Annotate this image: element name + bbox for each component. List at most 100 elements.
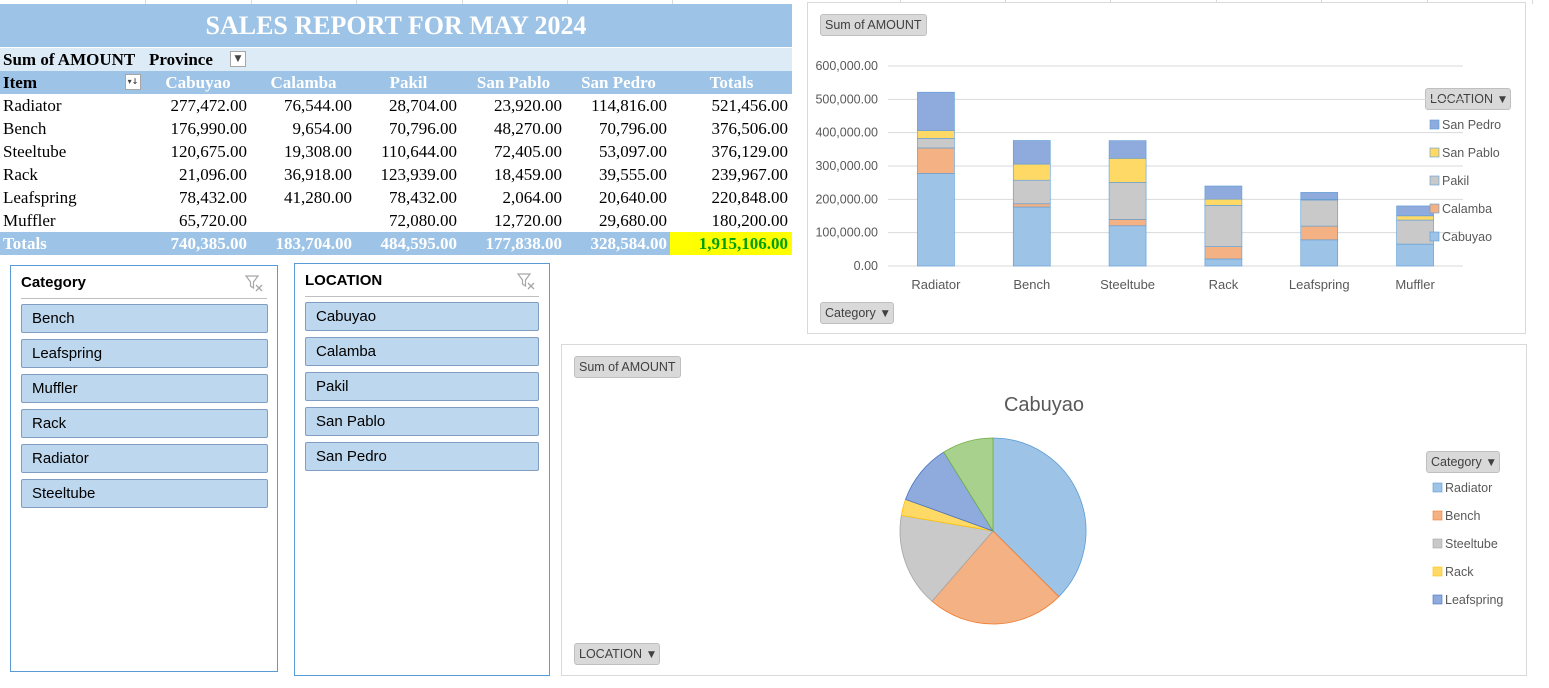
pivot-header-row: Sum of AMOUNT Province ▼ [0,48,792,71]
legend-label: Bench [1445,509,1480,523]
value-cell[interactable] [251,209,352,232]
slicer-item[interactable]: Steeltube [21,479,268,508]
stacked-bar-chart[interactable]: Sum of AMOUNT Category ▼ LOCATION ▼ 0.00 10… [807,2,1526,334]
value-cell[interactable]: 20,640.00 [599,188,667,207]
slicer-item[interactable]: Bench [21,304,268,333]
values-field-label[interactable]: Sum of AMOUNT [3,50,136,69]
dropdown-arrow-icon: ▼ [1487,458,1495,468]
column-header: San Pablo [476,73,551,92]
legend-swatch [1429,175,1440,186]
value-cell[interactable]: 123,939.00 [380,165,458,184]
value-cell[interactable]: 29,680.00 [599,211,667,230]
pivot-totals-row: Totals 740,385.00 183,704.00 484,595.00 … [0,232,792,255]
value-cell[interactable]: 18,459.00 [494,165,562,184]
value-cell[interactable]: 53,097.00 [599,142,667,161]
value-cell[interactable]: 376,129.00 [711,142,789,161]
value-cell[interactable]: 72,080.00 [389,211,457,230]
value-cell[interactable]: 39,555.00 [599,165,667,184]
row-label[interactable]: Leafspring [3,188,77,207]
value-cell[interactable]: 180,200.00 [711,211,789,230]
value-cell[interactable]: 70,796.00 [389,119,457,138]
total-cell[interactable]: 740,385.00 [170,234,248,253]
slicer-item[interactable]: Cabuyao [305,302,539,331]
value-cell[interactable]: 9,654.00 [292,119,353,138]
value-cell[interactable]: 277,472.00 [170,96,248,115]
slicer-item[interactable]: Leafspring [21,339,268,368]
value-cell[interactable]: 2,064.00 [502,188,563,207]
legend-label: Leafspring [1445,593,1503,607]
total-cell[interactable]: 328,584.00 [590,234,668,253]
total-cell[interactable]: 183,704.00 [275,234,353,253]
value-cell[interactable]: 19,308.00 [284,142,352,161]
value-cell[interactable]: 23,920.00 [494,96,562,115]
value-cell[interactable]: 48,270.00 [494,119,562,138]
value-cell[interactable]: 36,918.00 [284,165,352,184]
bar-segment [917,147,955,174]
slicer-item[interactable]: San Pedro [305,442,539,471]
bar-segment [1300,192,1339,200]
total-cell[interactable]: 484,595.00 [380,234,458,253]
value-cell[interactable]: 376,506.00 [711,119,789,138]
value-cell[interactable]: 76,544.00 [284,96,352,115]
slicer-item[interactable]: San Pablo [305,407,539,436]
clear-filter-icon[interactable] [517,272,535,290]
values-field-button[interactable]: Sum of AMOUNT [574,356,681,378]
value-cell[interactable]: 41,280.00 [284,188,352,207]
category-slicer[interactable]: Category Bench Leafspring Muffler Rack Radia… [10,265,278,672]
value-cell[interactable]: 239,967.00 [711,165,789,184]
chart-title: Cabuyao [1004,394,1084,416]
dropdown-arrow-icon: ▼ [1498,95,1506,105]
slicer-item[interactable]: Rack [21,409,268,438]
value-cell[interactable]: 521,456.00 [711,96,789,115]
column-header: Totals [709,73,754,92]
value-cell[interactable]: 114,816.00 [591,96,667,115]
province-filter-dropdown-icon[interactable]: ▼ [230,51,246,67]
row-label[interactable]: Steeltube [3,142,67,161]
value-cell[interactable]: 28,704.00 [389,96,457,115]
value-cell[interactable]: 176,990.00 [170,119,248,138]
slicer-item[interactable]: Radiator [21,444,268,473]
columns-field-label[interactable]: Province [149,50,213,69]
value-cell[interactable]: 72,405.00 [494,142,562,161]
axis-field-button[interactable]: Category ▼ [820,302,894,324]
clear-filter-icon[interactable] [245,274,263,292]
column-header: Cabuyao [165,73,231,92]
bar-segment [1108,219,1147,227]
row-label[interactable]: Muffler [3,211,56,230]
value-cell[interactable]: 78,432.00 [179,188,247,207]
value-cell[interactable]: 78,432.00 [389,188,457,207]
value-cell[interactable]: 120,675.00 [170,142,248,161]
row-label[interactable]: Rack [3,165,38,184]
bar-segment [1012,206,1051,267]
legend-swatch [1429,147,1440,158]
grand-total-cell[interactable]: 1,915,106.00 [670,232,792,255]
sheet-gridline [356,0,357,4]
y-tick-label: 300,000.00 [815,159,878,173]
legend-swatch [1429,231,1440,242]
value-cell[interactable]: 12,720.00 [494,211,562,230]
value-cell[interactable]: 21,096.00 [179,165,247,184]
sheet-gridline [251,0,252,4]
values-field-button[interactable]: Sum of AMOUNT [820,14,927,36]
filter-field-button[interactable]: LOCATION ▼ [574,643,660,665]
x-tick-label: Leafspring [1289,277,1350,292]
location-slicer[interactable]: LOCATION Cabuyao Calamba Pakil San Pablo San… [294,263,550,676]
slicer-item[interactable]: Calamba [305,337,539,366]
bar-segment [1396,243,1434,267]
legend-field-button[interactable]: Category ▼ [1426,451,1500,473]
slicer-title: LOCATION [305,272,383,289]
rows-field-label[interactable]: Item [3,73,37,92]
value-cell[interactable]: 65,720.00 [179,211,247,230]
sort-filter-icon[interactable]: ▾↓ [125,74,141,90]
row-label[interactable]: Radiator [3,96,62,115]
totals-label: Totals [3,234,47,253]
slicer-item[interactable]: Pakil [305,372,539,401]
total-cell[interactable]: 177,838.00 [485,234,563,253]
value-cell[interactable]: 70,796.00 [599,119,667,138]
value-cell[interactable]: 220,848.00 [711,188,789,207]
slicer-item[interactable]: Muffler [21,374,268,403]
value-cell[interactable]: 110,644.00 [381,142,457,161]
row-label[interactable]: Bench [3,119,47,138]
pie-chart[interactable]: Sum of AMOUNT LOCATION ▼ Category ▼ Cabuya… [561,344,1527,676]
y-tick-label: 600,000.00 [815,59,878,73]
